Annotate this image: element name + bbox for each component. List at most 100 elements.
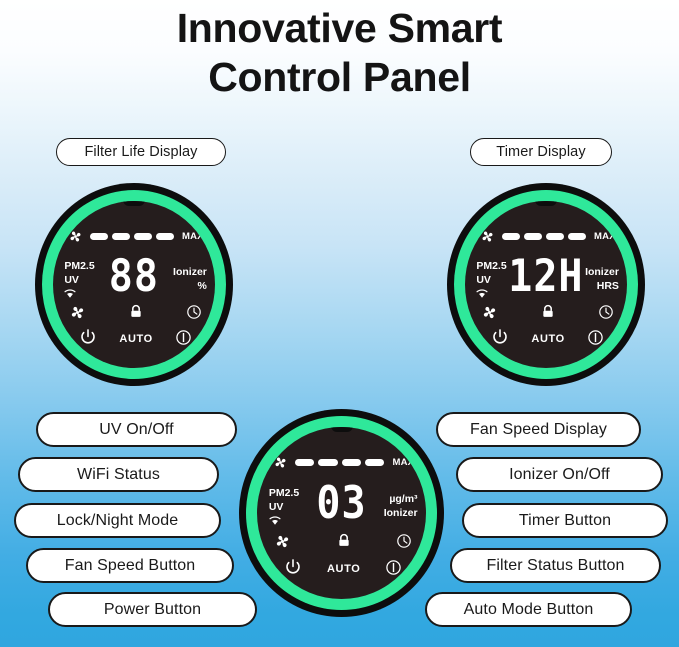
fan-speed-segments (90, 232, 174, 240)
unit-line-2: Ionizer (383, 507, 418, 520)
pm25-label: PM2.5 (64, 259, 95, 272)
pm25-label: PM2.5 (476, 259, 507, 272)
wifi-icon (269, 516, 299, 526)
max-label: MAX (181, 230, 204, 242)
fan-segment (295, 459, 315, 467)
uv-label: UV (64, 273, 79, 286)
fan-segment (134, 232, 153, 240)
fan-segment (156, 232, 174, 240)
power-button-icon[interactable] (491, 328, 509, 346)
panel-notch (535, 201, 557, 206)
fan-speed-button-icon[interactable] (481, 304, 498, 321)
fan-segment (568, 232, 586, 240)
callout-label: Fan Speed Display (470, 420, 607, 438)
callout-timer-display[interactable]: Timer Display (470, 138, 612, 166)
fan-speed-button-icon[interactable] (69, 304, 86, 321)
display-unit-labels: Ionizer % (173, 258, 207, 293)
control-panel-timer[interactable]: MAX PM2.5 UV 12H (447, 183, 645, 386)
panel-face: MAX PM2.5 UV 03 (257, 427, 426, 599)
callout-label: Filter Life Display (84, 144, 198, 160)
fan-speed-button-icon[interactable] (274, 533, 291, 550)
lock-night-mode-icon[interactable] (541, 304, 555, 320)
ionizer-button-icon[interactable] (175, 329, 192, 346)
timer-button-icon[interactable] (186, 304, 202, 320)
power-button-icon[interactable] (79, 328, 97, 346)
lock-night-mode-icon[interactable] (337, 533, 351, 549)
unit-line-1: Ionizer (585, 265, 619, 278)
callout-fan-speed-display[interactable]: Fan Speed Display (436, 412, 641, 447)
touch-button-row-upper (481, 304, 614, 321)
page-title-line-1: Innovative Smart (176, 5, 503, 51)
fan-speed-display-row: MAX (480, 229, 615, 244)
callout-label: Auto Mode Button (463, 600, 594, 618)
lock-night-mode-icon[interactable] (129, 304, 143, 320)
fan-speed-display-row: MAX (273, 455, 414, 470)
timer-button-icon[interactable] (396, 533, 412, 549)
unit-line-2: HRS (596, 279, 619, 292)
callout-lock-night-mode[interactable]: Lock/Night Mode (14, 503, 221, 538)
fan-speed-display-row: MAX (68, 229, 203, 244)
auto-mode-button-label[interactable]: AUTO (327, 562, 361, 575)
wifi-icon (476, 289, 506, 298)
page-title: Innovative Smart Control Panel (0, 0, 679, 102)
panel-notch (123, 201, 145, 206)
max-label: MAX (392, 457, 415, 469)
display-unit-labels: µg/m³ Ionizer (384, 485, 418, 520)
callout-timer-button[interactable]: Timer Button (462, 503, 668, 538)
touch-button-row-upper (69, 304, 202, 321)
timer-button-icon[interactable] (598, 304, 614, 320)
callout-label: Fan Speed Button (64, 556, 196, 574)
auto-mode-button-label[interactable]: AUTO (531, 332, 565, 345)
fan-segment (318, 459, 338, 467)
fan-segment (112, 232, 131, 240)
callout-label: Ionizer On/Off (509, 465, 610, 483)
fan-segment (546, 232, 565, 240)
callout-label: Timer Button (518, 511, 612, 529)
status-indicators: PM2.5 UV (268, 485, 299, 526)
control-panel-air-quality[interactable]: MAX PM2.5 UV 03 (239, 409, 444, 617)
fan-icon (480, 229, 495, 244)
fan-segment (341, 459, 362, 467)
display-row: PM2.5 UV 88 Ionizer % (64, 254, 207, 299)
callout-ionizer-on-off[interactable]: Ionizer On/Off (456, 457, 663, 492)
fan-icon (68, 229, 83, 244)
display-row: PM2.5 UV 12H Ionizer HRS (476, 254, 619, 299)
power-button-icon[interactable] (284, 558, 302, 576)
uv-label: UV (476, 273, 491, 286)
touch-button-row-lower: AUTO (79, 328, 192, 346)
fan-segment (365, 459, 385, 467)
ionizer-button-icon[interactable] (385, 559, 402, 576)
callout-label: Power Button (103, 600, 202, 618)
callout-label: UV On/Off (99, 420, 174, 438)
unit-line-1: Ionizer (173, 265, 207, 278)
callout-fan-speed-button[interactable]: Fan Speed Button (26, 548, 234, 583)
callout-filter-status-button[interactable]: Filter Status Button (450, 548, 661, 583)
main-display-value: 88 (108, 250, 159, 302)
uv-label: UV (268, 501, 284, 514)
callout-power-button[interactable]: Power Button (48, 592, 257, 627)
callout-uv-on-off[interactable]: UV On/Off (36, 412, 237, 447)
touch-button-row-upper (274, 533, 413, 550)
callout-auto-mode-button[interactable]: Auto Mode Button (425, 592, 632, 627)
callout-wifi-status[interactable]: WiFi Status (18, 457, 219, 492)
panel-face: MAX PM2.5 UV 12H (465, 201, 627, 368)
control-panel-filter-life[interactable]: MAX PM2.5 UV 88 (35, 183, 233, 386)
auto-mode-button-label[interactable]: AUTO (119, 332, 153, 345)
panel-green-ring: MAX PM2.5 UV 03 (246, 416, 437, 610)
page-title-line-2: Control Panel (208, 54, 471, 100)
main-display-value: 12H (508, 250, 584, 302)
unit-line-2: % (197, 279, 207, 292)
callout-filter-life-display[interactable]: Filter Life Display (56, 138, 226, 166)
status-indicators: PM2.5 UV (476, 258, 507, 298)
callout-label: Lock/Night Mode (56, 511, 179, 529)
panel-green-ring: MAX PM2.5 UV 88 (42, 190, 226, 379)
panel-notch (330, 427, 353, 432)
ionizer-button-icon[interactable] (587, 329, 604, 346)
unit-line-1: µg/m³ (389, 493, 418, 506)
fan-segment (524, 232, 543, 240)
main-display-value: 03 (316, 478, 367, 530)
display-row: PM2.5 UV 03 µg/m³ Ionizer (268, 481, 418, 526)
fan-speed-segments (295, 459, 385, 467)
fan-icon (273, 455, 288, 470)
